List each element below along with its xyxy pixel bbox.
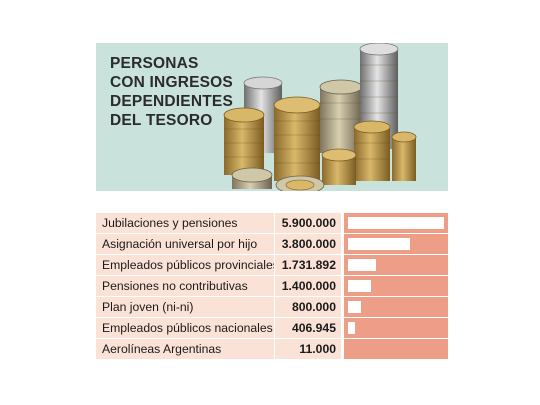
bar-mark — [348, 322, 355, 334]
title-line: CON INGRESOS — [110, 74, 233, 91]
row-value: 11.000 — [275, 339, 341, 359]
bar-mark — [348, 280, 371, 292]
bar-mark — [348, 217, 444, 229]
coin — [275, 175, 325, 191]
data-table: Jubilaciones y pensiones 5.900.000 Asign… — [96, 213, 448, 360]
title-line: DEPENDIENTES — [110, 93, 233, 110]
row-label: Asignación universal por hijo — [96, 234, 274, 254]
coin-stack — [273, 96, 321, 181]
row-label: Pensiones no contributivas — [96, 276, 274, 296]
coin-stack — [391, 131, 417, 181]
row-label: Empleados públicos provinciales — [96, 255, 274, 275]
bar-track — [344, 318, 448, 338]
table-row: Empleados públicos nacionales 406.945 — [96, 318, 448, 338]
coin-stack — [223, 107, 265, 175]
title-line: PERSONAS — [110, 55, 199, 72]
bar-track — [344, 339, 448, 359]
bar-mark — [348, 238, 410, 250]
bar-track — [344, 213, 448, 233]
row-value: 406.945 — [275, 318, 341, 338]
bar-mark — [348, 301, 362, 313]
table-row: Aerolíneas Argentinas 11.000 — [96, 339, 448, 359]
row-value: 3.800.000 — [275, 234, 341, 254]
page-title: PERSONAS CON INGRESOS DEPENDIENTES DEL T… — [110, 54, 233, 130]
table-row: Empleados públicos provinciales 1.731.89… — [96, 255, 448, 275]
coin-stack — [231, 167, 273, 189]
row-value: 1.400.000 — [275, 276, 341, 296]
table-row: Jubilaciones y pensiones 5.900.000 — [96, 213, 448, 233]
bar-mark — [348, 259, 377, 271]
row-value: 1.731.892 — [275, 255, 341, 275]
row-label: Aerolíneas Argentinas — [96, 339, 274, 359]
table-row: Plan joven (ni-ni) 800.000 — [96, 297, 448, 317]
row-value: 5.900.000 — [275, 213, 341, 233]
title-line: DEL TESORO — [110, 112, 213, 129]
row-label: Plan joven (ni-ni) — [96, 297, 274, 317]
coin-stack — [353, 120, 391, 181]
table-row: Asignación universal por hijo 3.800.000 — [96, 234, 448, 254]
header-panel: PERSONAS CON INGRESOS DEPENDIENTES DEL T… — [96, 43, 448, 191]
row-label: Jubilaciones y pensiones — [96, 213, 274, 233]
bar-track — [344, 234, 448, 254]
bar-track — [344, 276, 448, 296]
table-row: Pensiones no contributivas 1.400.000 — [96, 276, 448, 296]
bar-track — [344, 297, 448, 317]
coin-stack — [321, 148, 357, 185]
row-label: Empleados públicos nacionales — [96, 318, 274, 338]
bar-track — [344, 255, 448, 275]
row-value: 800.000 — [275, 297, 341, 317]
coin-stacks-illustration — [223, 43, 417, 191]
